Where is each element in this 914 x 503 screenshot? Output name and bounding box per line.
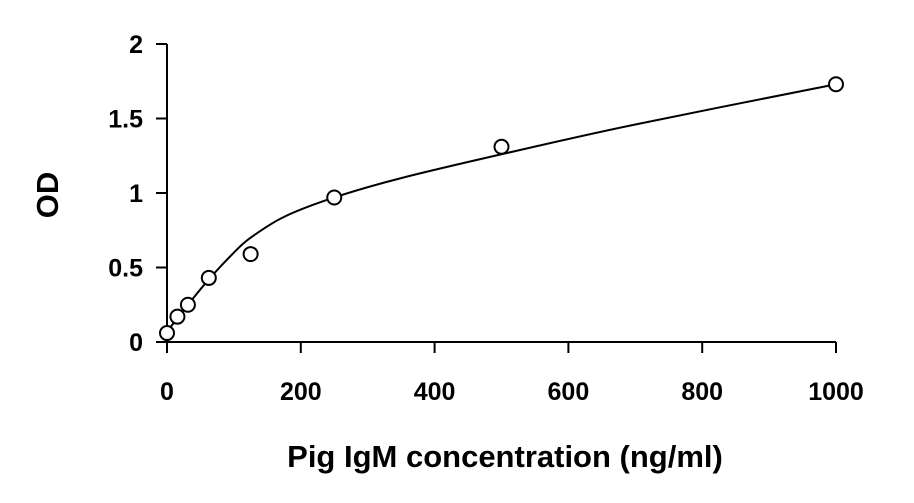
data-points-layer <box>159 76 844 342</box>
data-point <box>169 308 186 325</box>
data-point <box>159 325 175 342</box>
y-tick-label: 1 <box>129 180 143 208</box>
fit-curve-line <box>166 83 837 333</box>
y-tick-label: 0.5 <box>108 255 143 283</box>
data-point <box>828 76 844 93</box>
tick-labels-layer: 0 0.5 1 1.5 2 0 200 400 600 800 1000 <box>108 31 864 406</box>
x-tick-label: 600 <box>548 378 590 406</box>
x-axis-title: Pig IgM concentration (ng/ml) <box>287 439 723 474</box>
x-tick-label: 400 <box>414 378 456 406</box>
x-tick-label: 200 <box>280 378 322 406</box>
y-axis-title: OD <box>30 172 65 219</box>
data-point <box>242 246 259 263</box>
y-tick-label: 1.5 <box>108 106 143 134</box>
y-tick-label: 0 <box>129 329 143 357</box>
data-point <box>326 189 343 206</box>
x-tick-label: 800 <box>681 378 723 406</box>
data-point <box>200 269 217 286</box>
fit-curve-layer <box>166 83 837 333</box>
x-tick-label: 1000 <box>808 378 864 406</box>
data-point <box>179 296 196 313</box>
y-tick-label: 2 <box>129 31 143 59</box>
axes <box>156 43 837 353</box>
data-point <box>493 138 510 155</box>
x-tick-label: 0 <box>160 378 174 406</box>
